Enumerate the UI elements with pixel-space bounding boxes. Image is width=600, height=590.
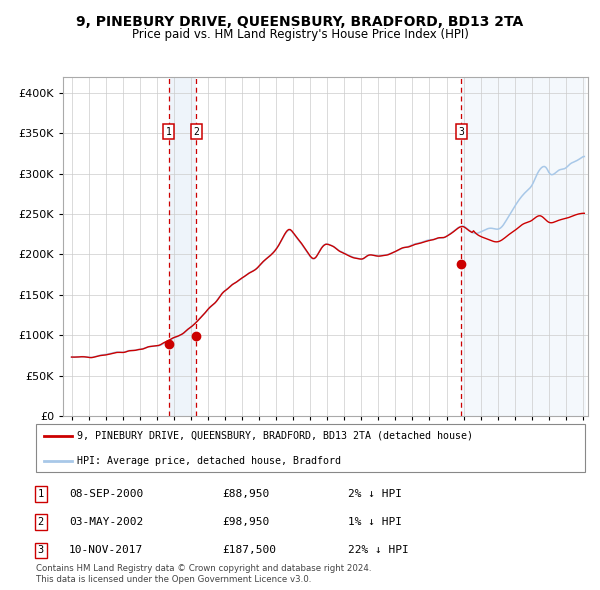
Bar: [169, 77, 196, 416]
Text: HPI: Average price, detached house, Bradford: HPI: Average price, detached house, Brad…: [77, 456, 341, 466]
Text: Price paid vs. HM Land Registry's House Price Index (HPI): Price paid vs. HM Land Registry's House …: [131, 28, 469, 41]
FancyBboxPatch shape: [36, 424, 585, 472]
Text: 2% ↓ HPI: 2% ↓ HPI: [348, 489, 402, 499]
Text: This data is licensed under the Open Government Licence v3.0.: This data is licensed under the Open Gov…: [36, 575, 311, 584]
Text: £187,500: £187,500: [222, 546, 276, 555]
Text: 2: 2: [194, 127, 199, 137]
Text: 08-SEP-2000: 08-SEP-2000: [69, 489, 143, 499]
Text: 1: 1: [38, 489, 44, 499]
Text: 1% ↓ HPI: 1% ↓ HPI: [348, 517, 402, 527]
Text: 3: 3: [38, 546, 44, 555]
Text: 3: 3: [458, 127, 464, 137]
Text: 9, PINEBURY DRIVE, QUEENSBURY, BRADFORD, BD13 2TA: 9, PINEBURY DRIVE, QUEENSBURY, BRADFORD,…: [76, 15, 524, 29]
Text: Contains HM Land Registry data © Crown copyright and database right 2024.: Contains HM Land Registry data © Crown c…: [36, 565, 371, 573]
Text: 2: 2: [38, 517, 44, 527]
Text: £88,950: £88,950: [222, 489, 269, 499]
Text: 22% ↓ HPI: 22% ↓ HPI: [348, 546, 409, 555]
Text: 1: 1: [166, 127, 172, 137]
Text: 10-NOV-2017: 10-NOV-2017: [69, 546, 143, 555]
Text: 03-MAY-2002: 03-MAY-2002: [69, 517, 143, 527]
Bar: [461, 77, 586, 416]
Text: £98,950: £98,950: [222, 517, 269, 527]
Text: 9, PINEBURY DRIVE, QUEENSBURY, BRADFORD, BD13 2TA (detached house): 9, PINEBURY DRIVE, QUEENSBURY, BRADFORD,…: [77, 431, 473, 441]
